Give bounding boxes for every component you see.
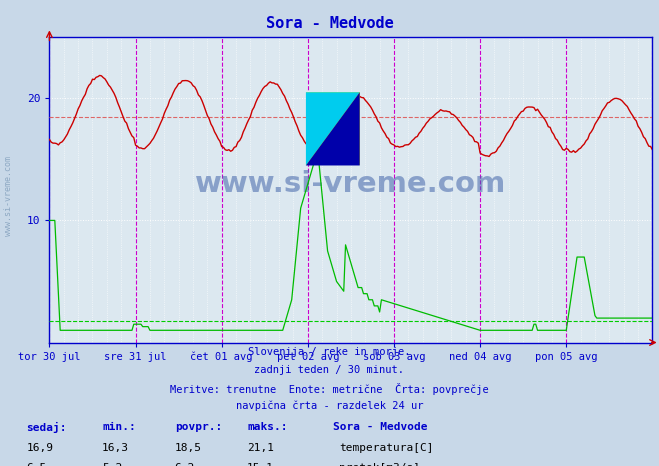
Text: 21,1: 21,1 — [247, 443, 274, 452]
Text: navpična črta - razdelek 24 ur: navpična črta - razdelek 24 ur — [236, 400, 423, 411]
Text: Slovenija / reke in morje.: Slovenija / reke in morje. — [248, 347, 411, 357]
Text: 6,2: 6,2 — [175, 463, 195, 466]
Text: Meritve: trenutne  Enote: metrične  Črta: povprečje: Meritve: trenutne Enote: metrične Črta: … — [170, 383, 489, 395]
Text: 18,5: 18,5 — [175, 443, 202, 452]
Text: 16,9: 16,9 — [26, 443, 53, 452]
Text: Sora - Medvode: Sora - Medvode — [333, 422, 427, 432]
Text: povpr.:: povpr.: — [175, 422, 222, 432]
Text: 15,1: 15,1 — [247, 463, 274, 466]
Polygon shape — [306, 92, 360, 165]
Text: zadnji teden / 30 minut.: zadnji teden / 30 minut. — [254, 365, 405, 375]
Text: 6,5: 6,5 — [26, 463, 47, 466]
Text: pretok[m3/s]: pretok[m3/s] — [339, 463, 420, 466]
Text: 16,3: 16,3 — [102, 443, 129, 452]
Text: Sora - Medvode: Sora - Medvode — [266, 16, 393, 31]
Text: 5,2: 5,2 — [102, 463, 123, 466]
Text: sedaj:: sedaj: — [26, 422, 67, 433]
Text: www.si-vreme.com: www.si-vreme.com — [195, 170, 507, 198]
Text: temperatura[C]: temperatura[C] — [339, 443, 434, 452]
FancyBboxPatch shape — [306, 92, 360, 165]
Text: www.si-vreme.com: www.si-vreme.com — [4, 156, 13, 236]
Text: min.:: min.: — [102, 422, 136, 432]
Polygon shape — [306, 92, 360, 165]
Text: maks.:: maks.: — [247, 422, 287, 432]
